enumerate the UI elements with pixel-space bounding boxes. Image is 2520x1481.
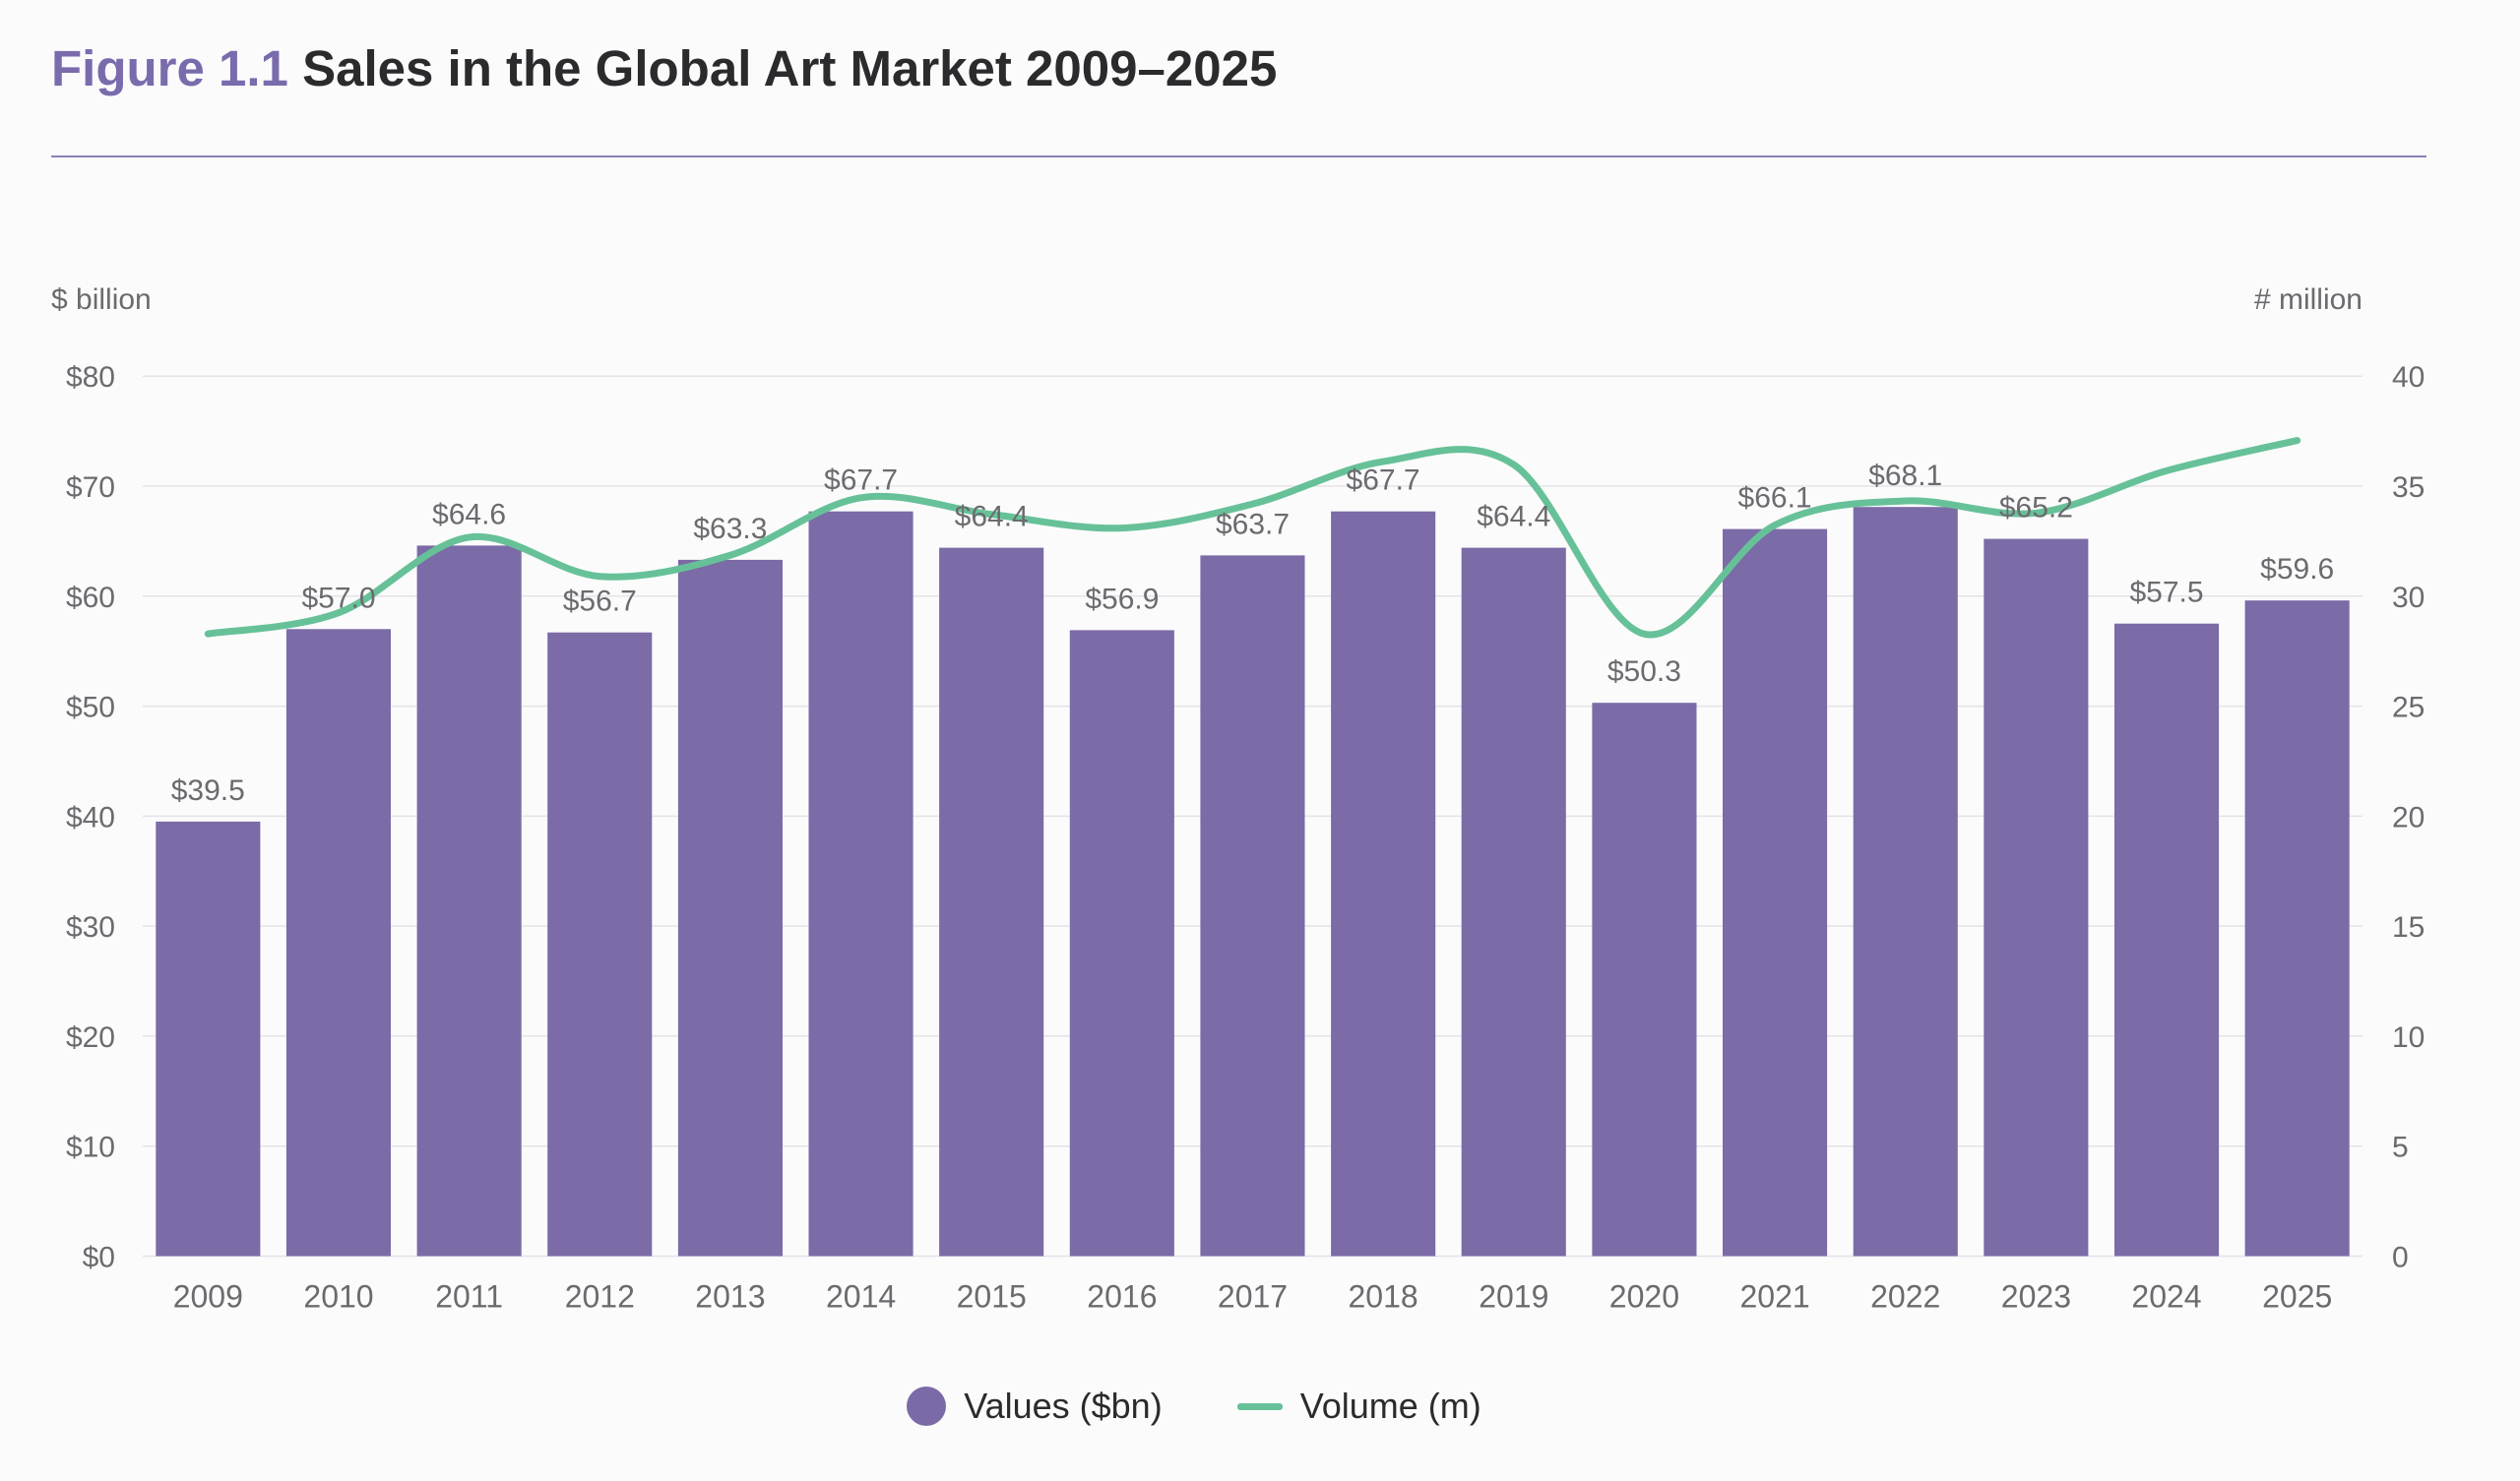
svg-text:$67.7: $67.7 — [1347, 464, 1420, 497]
svg-text:$57.5: $57.5 — [2129, 577, 2203, 609]
svg-text:$63.3: $63.3 — [693, 513, 767, 545]
svg-text:$10: $10 — [66, 1132, 115, 1164]
svg-text:$64.4: $64.4 — [1477, 501, 1550, 533]
svg-text:2022: 2022 — [1870, 1279, 1940, 1315]
svg-text:$80: $80 — [66, 361, 115, 394]
svg-text:25: 25 — [2392, 692, 2425, 724]
svg-text:$30: $30 — [66, 911, 115, 944]
svg-text:2009: 2009 — [173, 1279, 243, 1315]
svg-text:$50.3: $50.3 — [1607, 655, 1681, 688]
svg-text:$70: $70 — [66, 471, 115, 504]
svg-text:$67.7: $67.7 — [824, 464, 898, 497]
svg-text:15: 15 — [2392, 911, 2425, 944]
svg-text:$64.6: $64.6 — [432, 498, 506, 530]
svg-text:$60: $60 — [66, 582, 115, 614]
svg-text:$63.7: $63.7 — [1216, 508, 1290, 540]
svg-text:2015: 2015 — [957, 1279, 1027, 1315]
svg-text:2017: 2017 — [1218, 1279, 1288, 1315]
svg-text:2014: 2014 — [826, 1279, 896, 1315]
svg-text:2019: 2019 — [1479, 1279, 1548, 1315]
svg-text:2025: 2025 — [2262, 1279, 2332, 1315]
svg-text:5: 5 — [2392, 1132, 2409, 1164]
svg-text:2020: 2020 — [1609, 1279, 1679, 1315]
svg-text:$39.5: $39.5 — [171, 774, 245, 807]
svg-text:$56.9: $56.9 — [1085, 583, 1159, 615]
svg-text:2013: 2013 — [695, 1279, 765, 1315]
svg-text:$59.6: $59.6 — [2260, 553, 2334, 586]
svg-text:2016: 2016 — [1087, 1279, 1157, 1315]
svg-text:35: 35 — [2392, 471, 2425, 504]
svg-text:0: 0 — [2392, 1242, 2409, 1274]
svg-text:$0: $0 — [83, 1242, 115, 1274]
svg-text:2012: 2012 — [565, 1279, 635, 1315]
svg-text:$40: $40 — [66, 801, 115, 833]
svg-text:2023: 2023 — [2001, 1279, 2071, 1315]
svg-text:$68.1: $68.1 — [1868, 460, 1942, 492]
svg-text:2011: 2011 — [435, 1279, 503, 1315]
svg-text:10: 10 — [2392, 1021, 2425, 1054]
svg-text:$56.7: $56.7 — [563, 586, 637, 618]
svg-text:40: 40 — [2392, 361, 2425, 394]
svg-text:20: 20 — [2392, 801, 2425, 833]
svg-text:2010: 2010 — [303, 1279, 373, 1315]
svg-text:2018: 2018 — [1349, 1279, 1418, 1315]
svg-text:$64.4: $64.4 — [955, 501, 1029, 533]
svg-text:$65.2: $65.2 — [1999, 492, 2073, 525]
svg-text:$20: $20 — [66, 1021, 115, 1054]
svg-text:$50: $50 — [66, 692, 115, 724]
svg-text:$57.0: $57.0 — [301, 582, 375, 614]
svg-text:2024: 2024 — [2131, 1279, 2201, 1315]
svg-text:30: 30 — [2392, 582, 2425, 614]
svg-text:2021: 2021 — [1740, 1279, 1810, 1315]
svg-text:$66.1: $66.1 — [1738, 482, 1812, 515]
